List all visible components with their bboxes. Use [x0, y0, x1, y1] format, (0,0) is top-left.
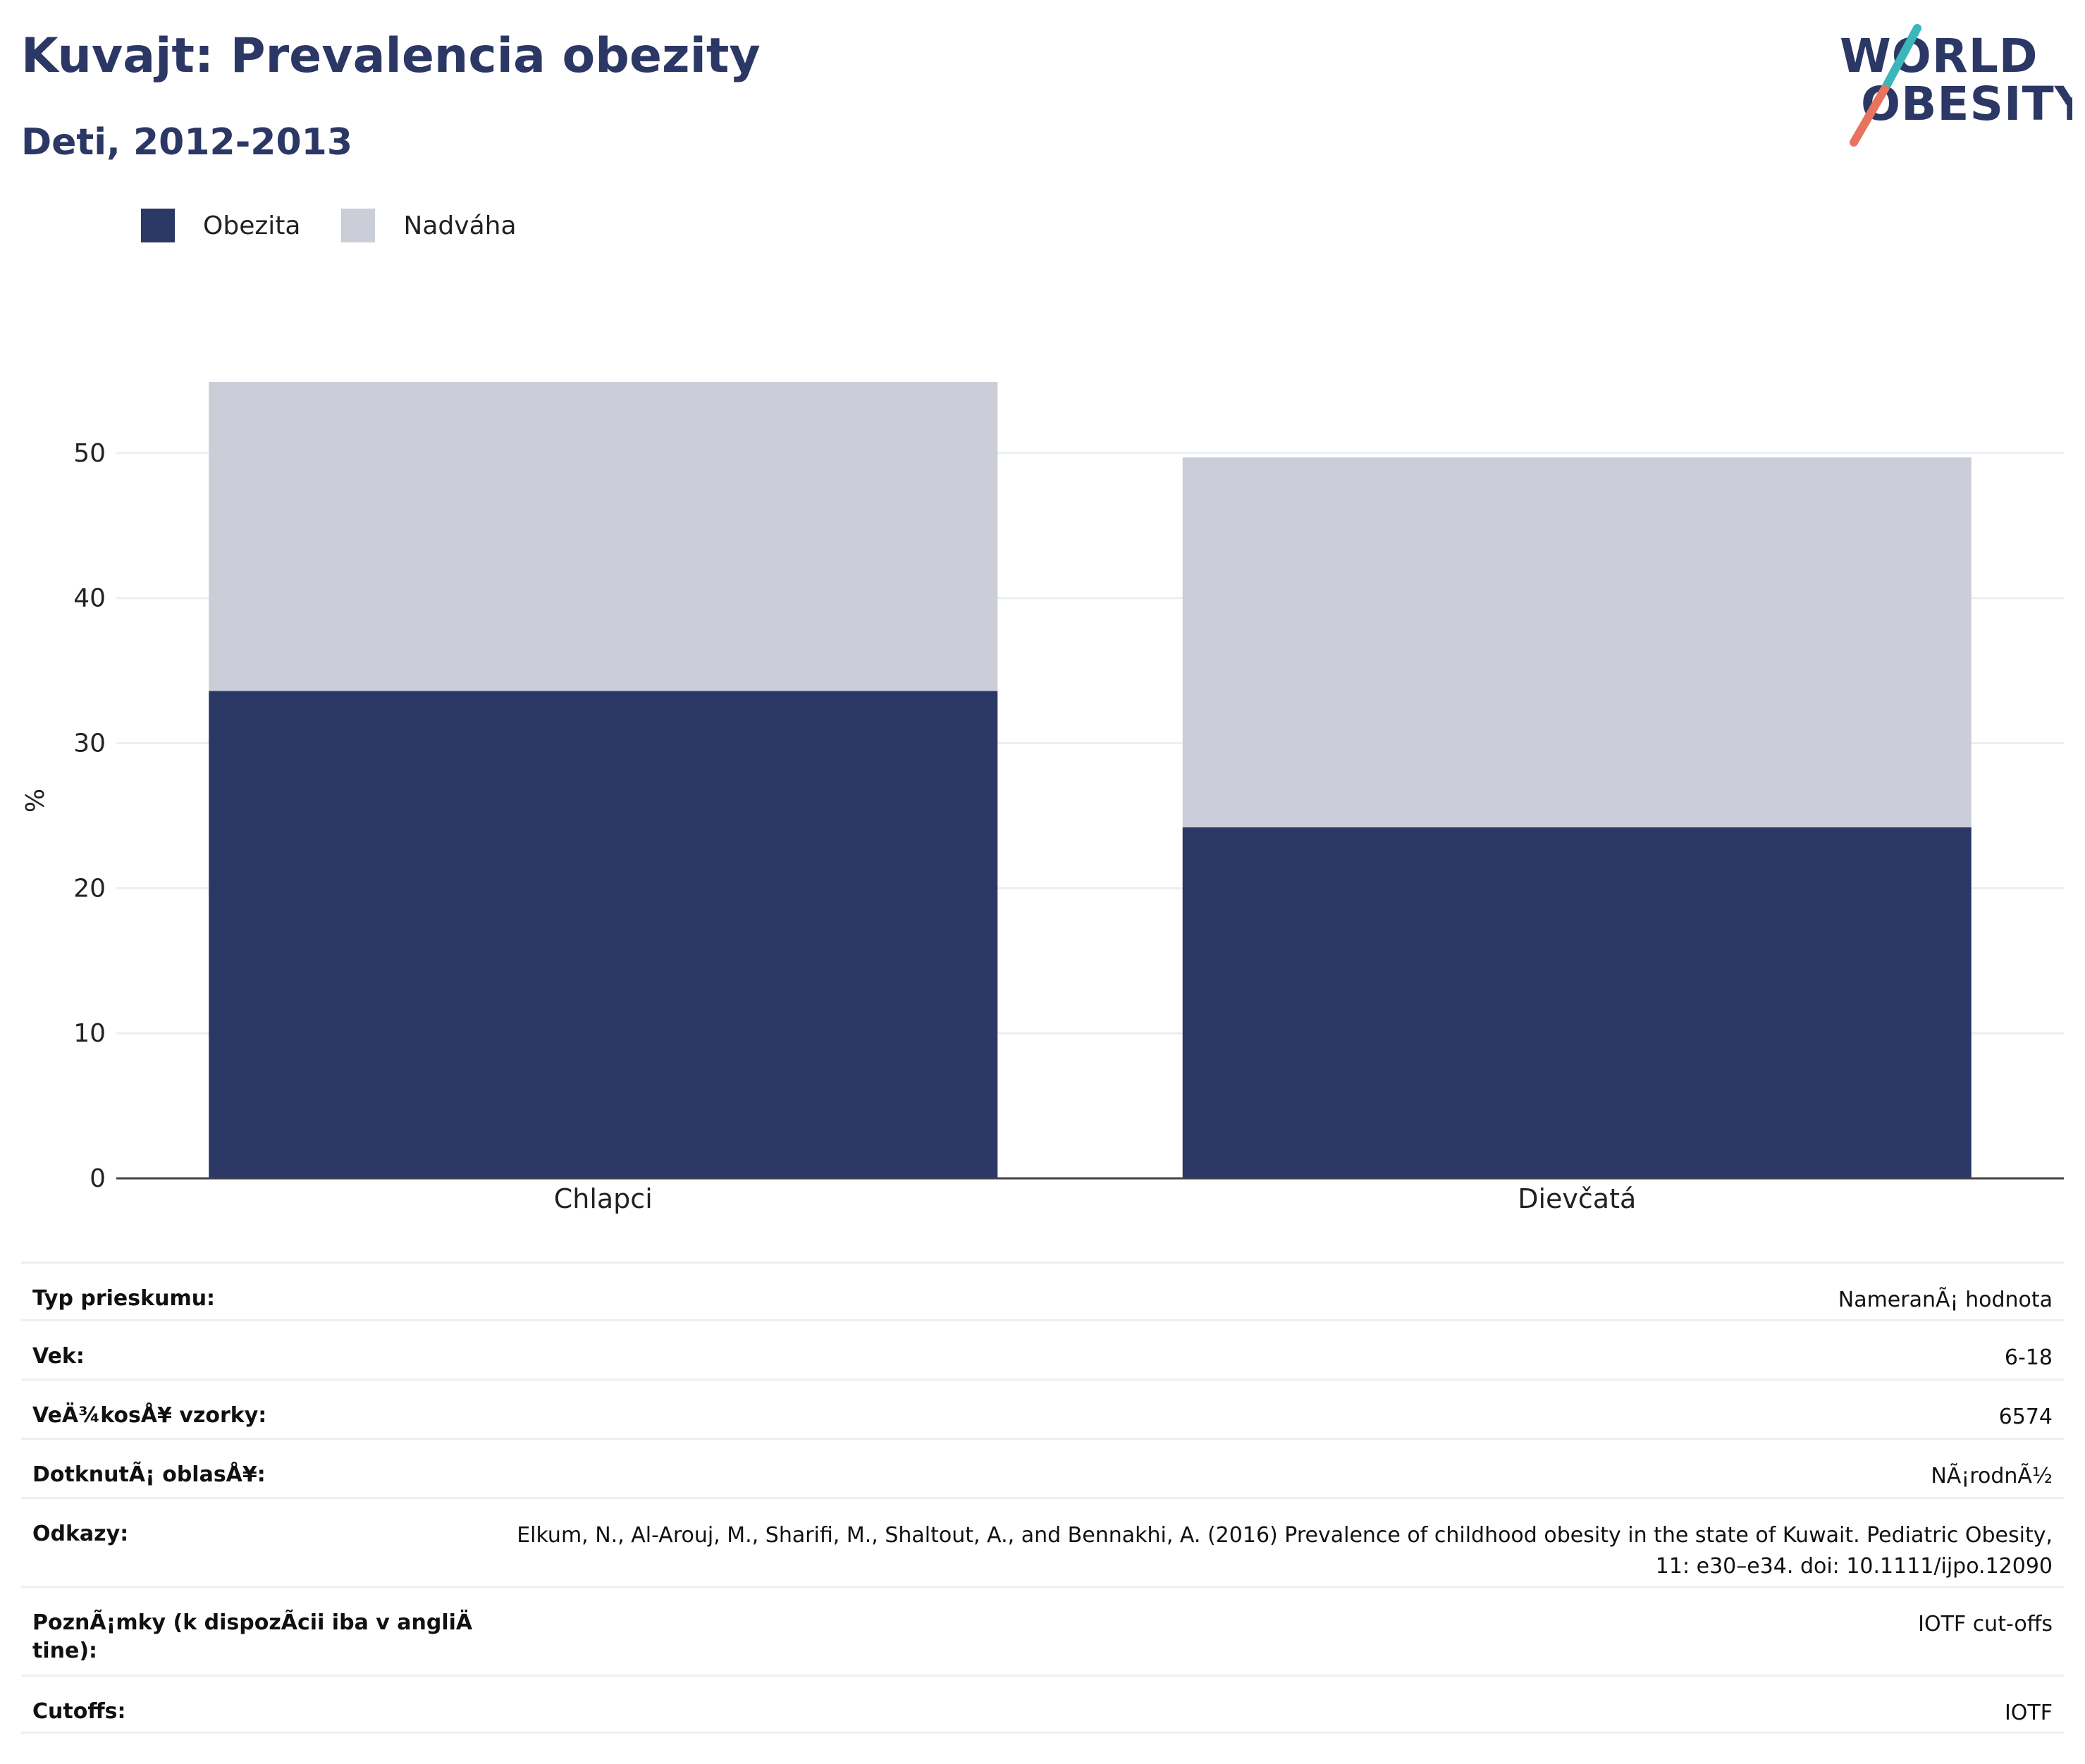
x-tick-label: Dievčatá	[1518, 1183, 1636, 1214]
chart-subtitle: Deti, 2012-2013	[21, 121, 353, 164]
logo-word-world: WORLD	[1840, 29, 2038, 83]
info-row-cutoffs: Cutoffs: IOTF	[21, 1674, 2064, 1734]
x-tick-label: Chlapci	[554, 1183, 653, 1214]
info-label: PoznÃ¡mky (k dispozÃcii iba v angliÄ tin…	[32, 1610, 473, 1663]
info-value: IOTF cut-offs	[1918, 1612, 2053, 1636]
info-row-notes: PoznÃ¡mky (k dispozÃcii iba v angliÄ tin…	[21, 1586, 2064, 1674]
y-tick-label: 40	[73, 584, 106, 613]
info-value: Elkum, N., Al-Arouj, M., Sharifi, M., Sh…	[517, 1523, 2053, 1579]
logo-word-obesity: OBESITY	[1861, 77, 2072, 131]
info-label: Odkazy:	[32, 1522, 129, 1546]
y-tick-label: 0	[90, 1164, 106, 1193]
info-label: Typ prieskumu:	[32, 1286, 216, 1311]
y-tick-label: 50	[73, 439, 106, 468]
logo-coral-slash	[1850, 85, 1889, 147]
bar-overweight-1	[1182, 457, 1972, 827]
stacked-bar-chart: 0 10 20 30 40 50% Chlapci Dievčatá	[21, 382, 2064, 1214]
info-row-age: Vek: 6-18	[21, 1319, 2064, 1378]
info-value: NÃ¡rodnÃ½	[1931, 1464, 2053, 1488]
bar-obesity-0	[209, 691, 998, 1178]
y-tick-label: 20	[73, 874, 106, 903]
legend-label-obesity: Obezita	[203, 211, 301, 240]
legend-item-obesity[interactable]: Obezita	[141, 209, 300, 242]
y-axis-label: %	[21, 789, 50, 813]
world-obesity-logo: WORLD OBESITY	[1840, 24, 2072, 147]
bar-obesity-1	[1182, 827, 1972, 1178]
info-table: Typ prieskumu: NameranÃ¡ hodnota Vek: 6-…	[21, 1262, 2064, 1734]
info-row-area: DotknutÃ¡ oblasÅ¥: NÃ¡rodnÃ½	[21, 1438, 2064, 1497]
chart-legend: Obezita Nadváha	[141, 209, 558, 242]
info-row-references: Odkazy: Elkum, N., Al-Arouj, M., Sharifi…	[21, 1497, 2064, 1586]
legend-label-overweight: Nadváha	[403, 211, 517, 240]
info-label: Cutoffs:	[32, 1699, 126, 1724]
y-tick-label: 30	[73, 729, 106, 758]
info-label: VeÄ¾kosÅ¥ vzorky:	[32, 1403, 267, 1428]
info-value: IOTF	[2004, 1701, 2053, 1725]
legend-swatch-overweight	[341, 209, 376, 242]
legend-swatch-obesity	[141, 209, 175, 242]
info-row-sample-size: VeÄ¾kosÅ¥ vzorky: 6574	[21, 1378, 2064, 1438]
legend-item-overweight[interactable]: Nadváha	[341, 209, 517, 242]
info-label: DotknutÃ¡ oblasÅ¥:	[32, 1462, 266, 1487]
info-value: 6574	[1998, 1405, 2053, 1429]
y-tick-label: 10	[73, 1019, 106, 1048]
info-label: Vek:	[32, 1344, 85, 1369]
bar-overweight-0	[209, 382, 998, 691]
logo-teal-slash	[1881, 24, 1921, 93]
chart-title: Kuvajt: Prevalencia obezity	[21, 28, 761, 84]
info-row-survey-type: Typ prieskumu: NameranÃ¡ hodnota	[21, 1262, 2064, 1319]
info-value: NameranÃ¡ hodnota	[1838, 1288, 2053, 1312]
info-value: 6-18	[2004, 1345, 2053, 1370]
